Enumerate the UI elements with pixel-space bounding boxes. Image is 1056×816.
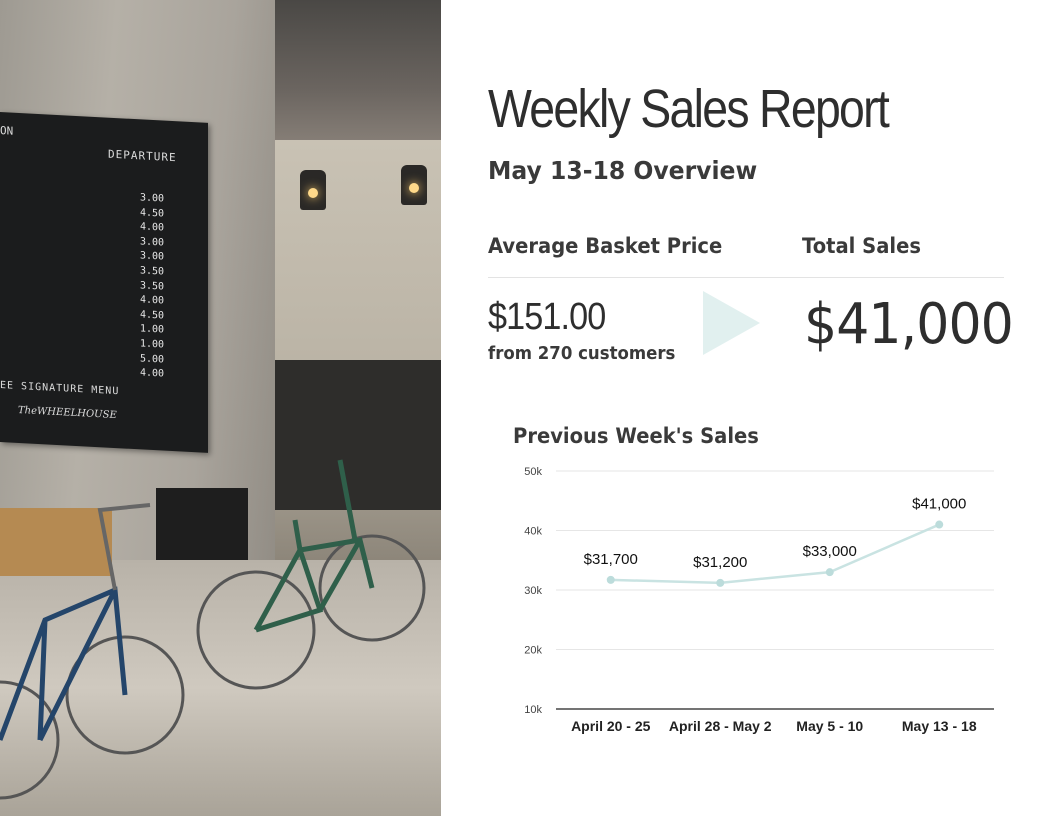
y-tick-label: 30k — [524, 585, 542, 597]
pendant-lamp-icon — [300, 170, 326, 210]
x-axis-ticks: April 20 - 25 April 28 - May 2 May 5 - 10 M… — [571, 718, 977, 734]
board-price: 3.00 — [140, 192, 165, 205]
board-price: 4.50 — [140, 206, 165, 220]
arrow-right-icon — [703, 291, 760, 355]
green-bicycle — [196, 459, 426, 690]
blue-bicycle — [0, 503, 185, 800]
chart-title: Previous Week's Sales — [513, 424, 759, 448]
chart-grid — [556, 470, 994, 710]
ceiling — [275, 0, 441, 150]
y-tick-label: 50k — [524, 466, 542, 478]
chart-data-labels: $31,700 $31,200 $33,000 $41,000 — [584, 496, 967, 571]
wall-shelf — [156, 488, 248, 560]
board-price: 3.50 — [140, 265, 165, 278]
total-sales-label: Total Sales — [802, 234, 921, 258]
data-point — [935, 520, 944, 529]
basket-customer-count: from 270 customers — [488, 343, 676, 364]
data-point — [716, 578, 725, 587]
report-subtitle: May 13-18 Overview — [488, 156, 758, 185]
bicycles-illustration — [0, 459, 426, 800]
total-sales-value: $41,000 — [804, 292, 1014, 357]
metrics-divider — [488, 277, 1004, 278]
cafe-photo: ON DEPARTURE 3.00 4.50 4.00 3.00 3.00 3.50 3.5… — [0, 0, 441, 816]
x-tick-label: April 28 - May 2 — [669, 718, 772, 734]
wooden-crate — [0, 508, 112, 576]
pendant-lamp-icon — [401, 165, 427, 205]
board-price: 3.00 — [140, 250, 165, 263]
basket-price-value: $151.00 — [488, 296, 606, 338]
x-tick-label: May 13 - 18 — [902, 718, 977, 734]
sales-line-chart: 10k 20k 30k 40k 50k April 20 - 25 April 28 - … — [524, 466, 994, 734]
y-axis-ticks: 10k 20k 30k 40k 50k — [524, 466, 542, 716]
board-price: 4.00 — [140, 294, 165, 307]
board-footer: EE SIGNATURE MENU — [0, 380, 120, 398]
chart-series — [606, 520, 944, 587]
data-label: $31,700 — [584, 551, 638, 568]
coffee-counter — [275, 360, 441, 510]
y-tick-label: 20k — [524, 645, 542, 657]
board-title: DEPARTURE — [108, 147, 177, 165]
board-edge-text: ON — [0, 124, 14, 138]
board-price: 3.00 — [140, 236, 165, 249]
y-tick-label: 40k — [524, 526, 542, 538]
board-price: 1.00 — [140, 338, 165, 351]
data-label: $41,000 — [912, 496, 966, 513]
report-title: Weekly Sales Report — [488, 79, 890, 139]
series-line — [610, 523, 940, 585]
board-price: 3.50 — [140, 279, 165, 293]
data-point — [825, 568, 834, 577]
floor — [0, 560, 441, 816]
x-tick-label: May 5 - 10 — [796, 718, 863, 734]
board-price: 1.00 — [140, 323, 165, 336]
board-price: 4.00 — [140, 221, 165, 234]
data-label: $31,200 — [693, 554, 747, 571]
board-price: 4.50 — [140, 309, 165, 322]
menu-board: ON DEPARTURE 3.00 4.50 4.00 3.00 3.00 3.50 3.5… — [0, 112, 208, 453]
data-point — [606, 575, 615, 584]
board-price: 5.00 — [140, 352, 165, 366]
board-prices: 3.00 4.50 4.00 3.00 3.00 3.50 3.50 4.00 4.50 1.00… — [140, 191, 164, 382]
data-label: $33,000 — [803, 543, 857, 560]
y-tick-label: 10k — [524, 704, 542, 716]
board-brand: TheWHEELHOUSE — [18, 404, 117, 422]
x-tick-label: April 20 - 25 — [571, 718, 651, 734]
basket-price-label: Average Basket Price — [488, 234, 723, 258]
board-price: 4.00 — [140, 367, 165, 380]
